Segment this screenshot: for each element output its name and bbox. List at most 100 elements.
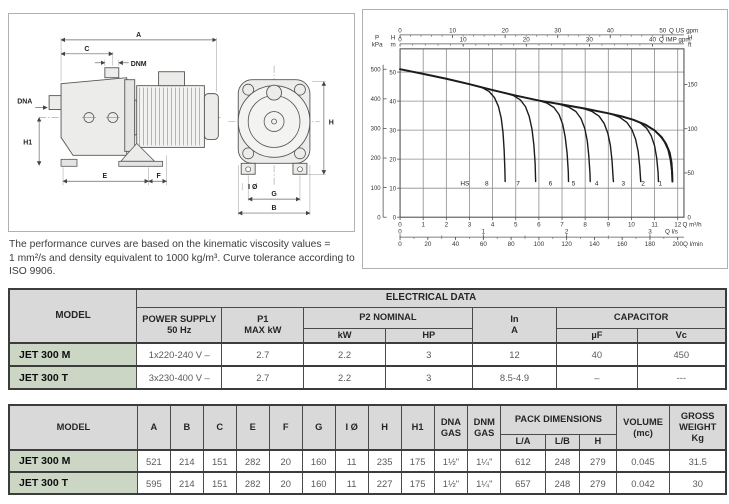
svg-text:11: 11 <box>651 222 658 229</box>
svg-text:Q IMP gpm: Q IMP gpm <box>659 36 691 43</box>
pack-lb-header: L/B <box>544 433 581 451</box>
model-column-header: MODEL <box>8 288 138 344</box>
value-cell: 20 <box>268 449 303 473</box>
hs-curve-labels: HS 8 7 6 5 4 3 2 1 <box>460 180 662 187</box>
svg-text:20: 20 <box>424 241 431 248</box>
value-cell: 30 <box>669 471 727 495</box>
value-cell: 151 <box>202 449 237 473</box>
curve-hs-3 <box>609 113 642 183</box>
svg-text:200: 200 <box>371 156 382 162</box>
p1-max-kw-header: P1 MAX kW <box>221 306 305 344</box>
svg-text:2: 2 <box>565 229 569 236</box>
value-cell: 31.5 <box>669 449 727 473</box>
side-view-dimensions <box>35 37 217 186</box>
value-cell: 595 <box>136 471 171 495</box>
viscosity-note-line1: The performance curves are based on the … <box>9 239 331 250</box>
value-cell: 11 <box>334 471 369 495</box>
value-cell: 279 <box>579 449 617 473</box>
svg-text:0: 0 <box>398 222 402 229</box>
svg-text:8: 8 <box>583 222 587 229</box>
curve-hs-4 <box>582 107 615 183</box>
svg-text:300: 300 <box>371 127 382 133</box>
svg-text:5: 5 <box>572 180 576 187</box>
m3h-axis: 0 1 2 3 4 5 6 7 8 9 10 11 12 Q m³/h <box>398 217 702 229</box>
value-cell: 612 <box>500 449 546 473</box>
svg-text:500: 500 <box>371 67 382 73</box>
power-cell: 3x230-400 V – <box>136 365 223 390</box>
value-cell: 227 <box>367 471 402 495</box>
svg-text:50: 50 <box>659 27 666 34</box>
viscosity-note-line2: 1 mm²/s and density equivalent to 1000 k… <box>9 252 355 278</box>
value-cell: 279 <box>579 471 617 495</box>
svg-text:10: 10 <box>628 222 635 229</box>
p2-hp-cell: 3 <box>384 365 473 390</box>
curve-hs-1 <box>652 128 674 183</box>
volume-header: VOLUME (mc) <box>615 404 671 451</box>
viscosity-note: The performance curves are based on the … <box>9 238 365 279</box>
electrical-data-table: MODEL ELECTRICAL DATA POWER SUPPLY 50 Hz… <box>8 288 727 390</box>
svg-text:0: 0 <box>393 215 397 221</box>
hp-header: HP <box>384 327 473 344</box>
uf-cell: 40 <box>556 342 638 367</box>
table-row-jet300t: JET 300 T 3x230-400 V – 2.7 2.2 3 8.5-4.… <box>8 365 727 390</box>
svg-text:Q US gpm: Q US gpm <box>669 27 698 34</box>
p2-nominal-header: P2 NOMINAL <box>303 306 473 329</box>
svg-text:40: 40 <box>649 36 656 43</box>
svg-text:20: 20 <box>523 36 530 43</box>
value-cell: 20 <box>268 471 303 495</box>
svg-text:P: P <box>375 34 379 41</box>
value-cell: 0.045 <box>615 449 671 473</box>
svg-text:150: 150 <box>687 83 698 89</box>
value-cell: 657 <box>500 471 546 495</box>
dim-label-dna: DNA <box>17 99 32 106</box>
value-cell: 0.042 <box>615 471 671 495</box>
svg-text:1: 1 <box>482 229 486 236</box>
vc-header: Vc <box>636 327 727 344</box>
svg-text:180: 180 <box>645 241 656 248</box>
svg-text:100: 100 <box>687 127 698 133</box>
curve-hs-2 <box>630 118 660 183</box>
table-row-jet300m: JET 300 M 1x220-240 V – 2.7 2.2 3 12 40 … <box>8 342 727 367</box>
dim-label-c: C <box>84 46 89 53</box>
col-e-header: E <box>235 404 270 451</box>
value-cell: 282 <box>235 449 270 473</box>
svg-text:0: 0 <box>398 36 402 43</box>
svg-text:3: 3 <box>468 222 472 229</box>
value-cell: 1½" <box>433 471 469 495</box>
p2-kw-cell: 2.2 <box>303 342 386 367</box>
model-cell: JET 300 T <box>8 365 138 390</box>
pump-front-view <box>228 65 320 186</box>
svg-text:2: 2 <box>445 222 449 229</box>
value-cell: 214 <box>169 471 204 495</box>
h-m-axis: 0 10 20 30 40 50 Hm <box>389 34 401 221</box>
ls-lmin-axis: 0 1 2 3 Q l/s 0 20 40 60 80 100 120 140 160 180 200 Q l/… <box>398 229 703 248</box>
col-h-header: H <box>367 404 402 451</box>
value-cell: 175 <box>400 471 435 495</box>
col-f-header: F <box>268 404 303 451</box>
vc-cell: --- <box>636 365 727 390</box>
svg-text:20: 20 <box>389 157 396 163</box>
gross-weight-header: GROSS WEIGHT Kg <box>669 404 727 451</box>
h-ft-axis: 50 100 150 0 Hft <box>683 34 698 221</box>
svg-text:3: 3 <box>622 180 626 187</box>
dim-label-h: H <box>329 119 334 126</box>
svg-text:1: 1 <box>659 180 663 187</box>
svg-text:kPa: kPa <box>372 41 383 48</box>
pack-h-header: H <box>579 433 617 451</box>
col-io-header: I Ø <box>334 404 369 451</box>
p2-hp-cell: 3 <box>384 342 473 367</box>
svg-text:30: 30 <box>389 128 396 134</box>
in-cell: 8.5-4.9 <box>471 365 558 390</box>
svg-text:4: 4 <box>595 180 599 187</box>
svg-text:Q l/s: Q l/s <box>665 229 678 236</box>
dim-label-f: F <box>156 173 160 180</box>
svg-text:ft: ft <box>688 41 692 48</box>
svg-text:10: 10 <box>460 36 467 43</box>
dim-label-h1: H1 <box>23 139 32 146</box>
p2-kw-cell: 2.2 <box>303 365 386 390</box>
value-cell: 1¼" <box>467 471 502 495</box>
svg-text:120: 120 <box>561 241 572 248</box>
value-cell: 214 <box>169 449 204 473</box>
p1-cell: 2.7 <box>221 365 305 390</box>
